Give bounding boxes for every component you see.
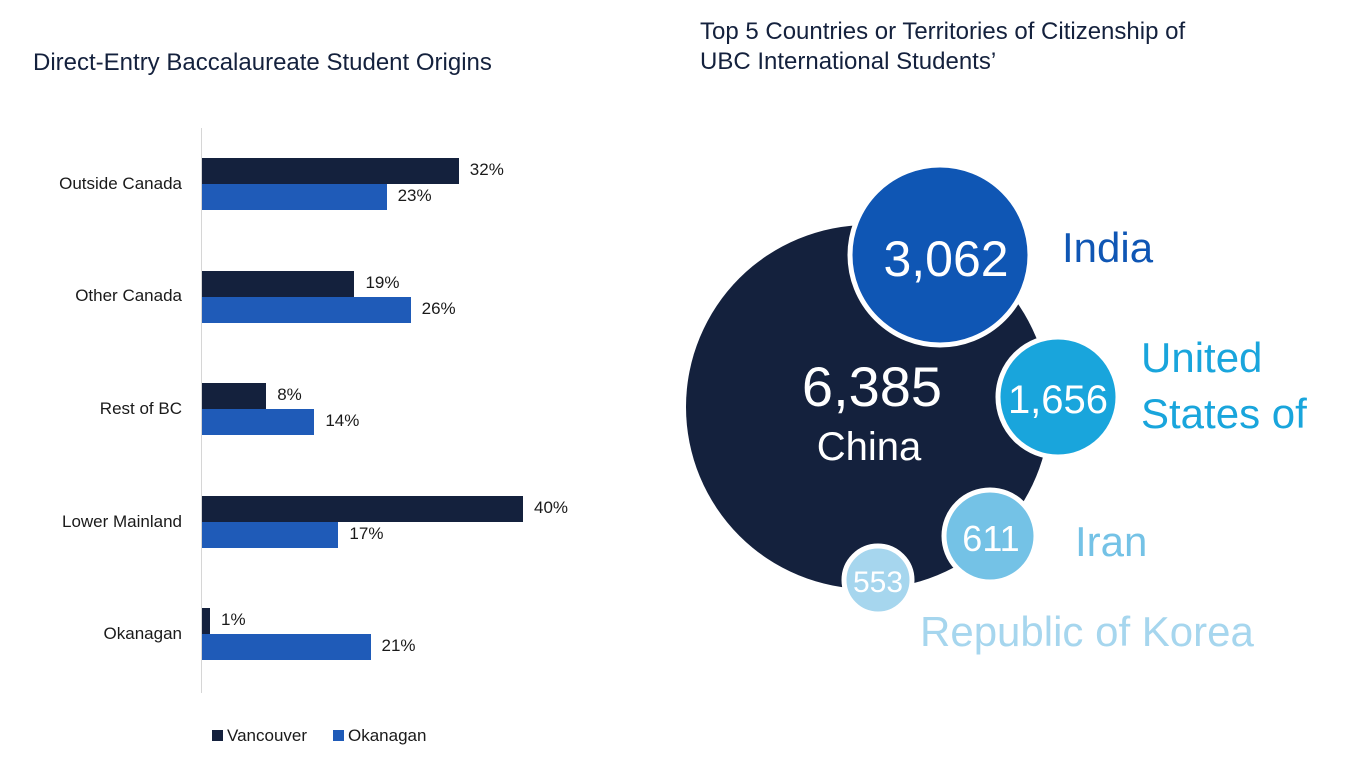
bar-okanagan-rest-of-bc: [202, 409, 315, 435]
bar-vancouver-outside-canada: [202, 158, 459, 184]
korea-value: 553: [853, 566, 903, 599]
bar-okanagan-outside-canada: [202, 184, 387, 210]
data-label: 17%: [349, 523, 384, 543]
data-label: 23%: [397, 186, 432, 205]
iran-value: 611: [962, 518, 1019, 559]
data-label: 14%: [325, 411, 360, 430]
legend-label: Okanagan: [348, 726, 427, 745]
iran-name: Iran: [1075, 518, 1147, 565]
bar-vancouver-other-canada: [202, 270, 355, 297]
bar-okanagan-okanagan: [202, 634, 371, 660]
us-name-line2: States of: [1141, 390, 1307, 437]
bar-vancouver-lower-mainland: [202, 495, 523, 522]
bubble-united-states: [995, 334, 1121, 460]
korea-name: Republic of Korea: [920, 608, 1255, 655]
legend-okanagan: Okanagan: [333, 726, 426, 746]
category-label: Rest of BC: [99, 399, 182, 418]
us-name-line1: United: [1141, 334, 1262, 381]
data-label: 1%: [221, 610, 246, 629]
china-value: 6,385: [802, 355, 942, 418]
legend-vancouver: Vancouver: [212, 726, 307, 746]
data-label: 26%: [421, 298, 456, 318]
data-label: 21%: [381, 636, 416, 655]
india-name: India: [1062, 224, 1154, 271]
india-value: 3,062: [883, 231, 1008, 287]
right-chart-title: Top 5 Countries or Territories of Citize…: [700, 18, 1186, 45]
data-label: 40%: [534, 497, 569, 517]
category-axis-line: [201, 128, 202, 693]
legend-label: Vancouver: [227, 726, 308, 745]
bubble-india: [847, 162, 1033, 348]
us-value: 1,656: [1008, 378, 1108, 422]
category-label: Outside Canada: [59, 174, 182, 193]
data-label: 32%: [469, 160, 504, 179]
china-name: China: [817, 425, 922, 469]
left-chart-title: Direct-Entry Baccalaureate Student Origi…: [33, 49, 492, 76]
data-label: 19%: [365, 272, 400, 292]
category-label: Other Canada: [75, 286, 182, 305]
bar-vancouver-rest-of-bc: [202, 383, 267, 409]
right-chart-title-line2: UBC International Students’: [700, 48, 997, 75]
category-label: Okanagan: [103, 624, 182, 643]
bar-okanagan-other-canada: [202, 296, 411, 323]
data-label: 8%: [277, 385, 302, 404]
bar-okanagan-lower-mainland: [202, 521, 339, 548]
category-label: Lower Mainland: [61, 512, 182, 531]
legend-swatch-vancouver: [212, 730, 223, 741]
bubble-korea: [841, 543, 915, 617]
bar-vancouver-okanagan: [202, 608, 211, 634]
bubble-iran: [941, 487, 1039, 585]
legend-swatch-okanagan: [333, 730, 344, 741]
